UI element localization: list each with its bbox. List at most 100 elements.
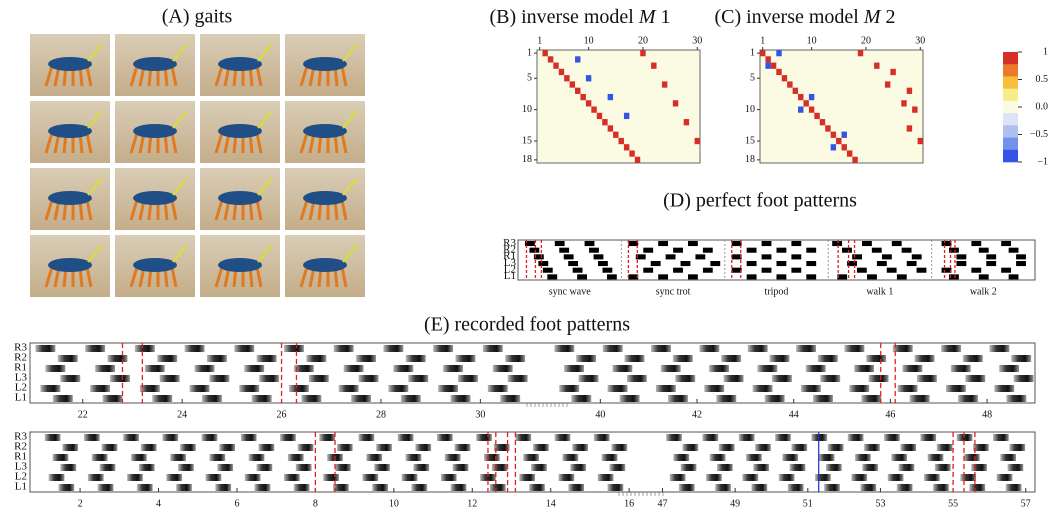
y-tick-label: 1 — [527, 47, 532, 58]
leg — [255, 65, 263, 87]
matrix-cell — [808, 106, 815, 113]
colorbar-label: −0.5 — [1030, 129, 1048, 140]
y-tick-label: 15 — [522, 135, 532, 146]
footfall — [949, 247, 959, 253]
y-tick-label: 18 — [745, 154, 755, 165]
matrix-cell — [901, 100, 907, 107]
footfall — [202, 395, 222, 402]
panel-a-title: (A) gaits — [162, 6, 233, 28]
footfall — [666, 434, 682, 441]
footfall — [256, 355, 277, 362]
colorbar-label: 0.5 — [1036, 74, 1049, 85]
footfall — [90, 385, 111, 392]
footfall — [751, 484, 768, 491]
footfall — [131, 454, 147, 461]
gait-name: tripod — [765, 286, 789, 297]
footfall — [206, 355, 227, 362]
footfall — [747, 345, 768, 352]
leg — [340, 266, 348, 288]
antenna — [87, 177, 103, 196]
footfall — [554, 241, 565, 247]
footfall — [635, 254, 646, 260]
footfall — [986, 261, 997, 267]
footfall — [166, 474, 183, 481]
footfall — [672, 355, 693, 362]
footfall — [842, 247, 852, 253]
footfall — [519, 474, 536, 481]
matrix-cell — [884, 81, 891, 88]
footfall — [673, 267, 683, 273]
footfall — [624, 355, 645, 362]
footfall — [411, 484, 428, 491]
footfall — [136, 484, 153, 491]
footfall — [138, 464, 155, 471]
gait-image — [115, 235, 195, 297]
footfall — [562, 454, 579, 461]
x-tick-label: 51 — [803, 498, 813, 509]
colorbar-label: 1 — [1043, 46, 1048, 57]
footfall — [280, 434, 296, 441]
footfall — [554, 434, 571, 441]
gait-image — [285, 34, 365, 96]
footfall — [852, 254, 863, 260]
footfall — [892, 345, 913, 352]
body — [133, 57, 177, 71]
gait-name: sync trot — [656, 286, 691, 297]
footfall — [606, 274, 617, 280]
footfall — [1016, 254, 1026, 260]
leg-label: R2 — [503, 244, 516, 256]
matrix-cell — [846, 150, 853, 157]
footfall — [571, 395, 592, 402]
x-tick-label: 28 — [376, 409, 386, 420]
footfall — [351, 395, 372, 402]
footfall — [993, 434, 1009, 441]
leg-label: R2 — [14, 352, 27, 364]
leg — [85, 65, 93, 87]
matrix-cell — [798, 106, 804, 113]
footfall — [791, 254, 802, 260]
matrix-cell — [830, 131, 837, 138]
matrix-cell — [634, 156, 641, 163]
colorbar-step — [1003, 64, 1018, 77]
footfall — [57, 355, 78, 362]
x-tick-label: 30 — [475, 409, 485, 420]
x-tick-label: 42 — [692, 409, 702, 420]
footfall — [1008, 247, 1019, 253]
footfall — [356, 355, 376, 362]
footfall — [956, 254, 967, 260]
antenna — [342, 244, 358, 263]
footfall — [52, 454, 69, 461]
footfall — [184, 345, 205, 352]
footfall — [609, 464, 626, 471]
footfall — [941, 241, 952, 247]
footfall — [180, 444, 196, 451]
matrix-cell — [596, 112, 603, 120]
footfall — [936, 444, 953, 451]
gait-name: walk 1 — [866, 286, 893, 297]
footfall — [949, 274, 959, 280]
footfall — [916, 267, 927, 273]
footfall — [655, 385, 676, 392]
footfall — [91, 454, 108, 461]
footfall — [761, 267, 772, 273]
footfall — [99, 464, 116, 471]
x-tick-label: 10 — [807, 35, 817, 46]
leg — [129, 65, 139, 87]
leg — [214, 132, 224, 154]
colorbar-step — [1003, 52, 1018, 65]
footfall — [782, 454, 799, 461]
matrix-cell — [803, 100, 809, 107]
footfall — [817, 355, 838, 362]
strip-frame — [29, 431, 1036, 493]
footfall — [856, 267, 867, 273]
colorbar-step — [1003, 125, 1018, 138]
leg-label: L1 — [15, 392, 27, 404]
footfall — [709, 365, 729, 372]
footfall — [454, 444, 471, 451]
footfall — [87, 474, 104, 481]
footfall — [507, 375, 528, 382]
footfall — [443, 365, 463, 372]
matrix-cell — [618, 137, 624, 145]
leg-label: R3 — [503, 237, 516, 249]
footfall — [891, 241, 902, 247]
